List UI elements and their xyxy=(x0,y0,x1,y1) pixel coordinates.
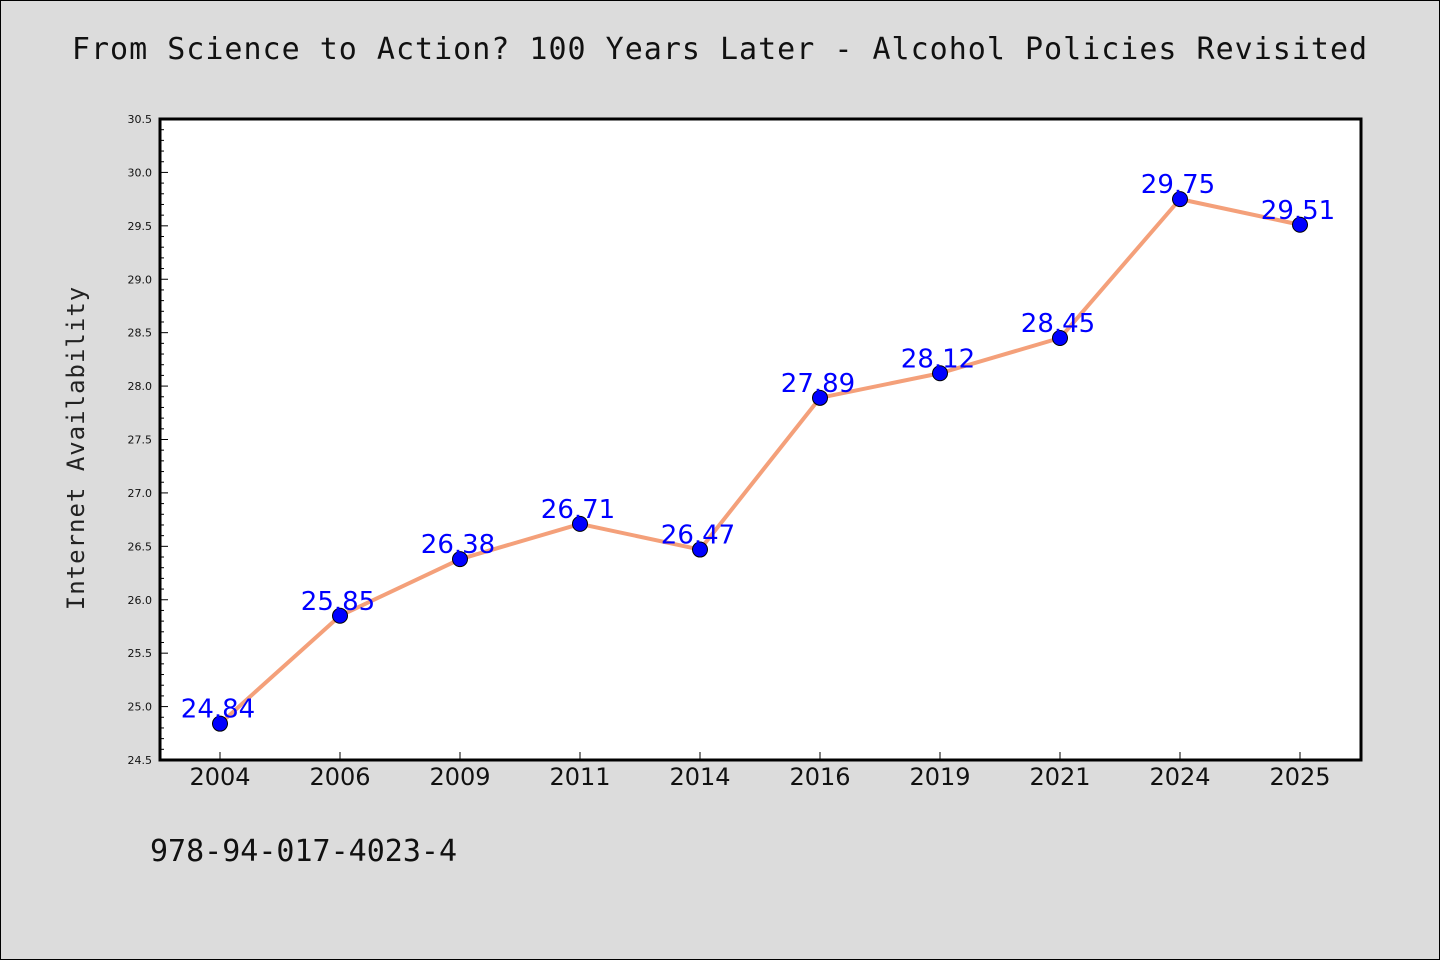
x-axis: 2004 2006 2009 2011 2014 2016 2019 2021 2024 2025 xyxy=(189,752,1331,791)
markers-group xyxy=(212,191,1308,732)
y-axis: 24.5 25.0 25.5 26.0 26.5 27.0 27.5 28.0 28.5 29.0… xyxy=(128,113,168,767)
x-tick-label: 2021 xyxy=(1029,763,1090,791)
data-point xyxy=(212,715,228,732)
x-tick-label: 2025 xyxy=(1269,763,1330,791)
data-labels-group: 24.84 25.85 26.38 26.71 26.47 27.89 28.12 28.45… xyxy=(181,170,1335,725)
y-tick-label: 30.0 xyxy=(128,166,153,179)
x-tick-label: 2016 xyxy=(789,763,850,791)
data-label: 26.71 xyxy=(541,495,615,525)
data-label: 29.51 xyxy=(1261,196,1335,226)
x-tick-label: 2009 xyxy=(429,763,490,791)
y-tick-label: 26.5 xyxy=(128,540,153,553)
data-point xyxy=(1052,330,1068,347)
y-tick-label: 25.5 xyxy=(128,647,153,660)
y-tick-label: 29.0 xyxy=(128,273,153,286)
data-point xyxy=(692,541,708,558)
series-line xyxy=(218,197,1301,726)
data-point xyxy=(452,551,468,568)
y-tick-label: 29.5 xyxy=(128,220,153,233)
data-point xyxy=(332,607,348,624)
data-point xyxy=(932,365,948,382)
chart-title: From Science to Action? 100 Years Later … xyxy=(71,32,1369,67)
x-tick-label: 2004 xyxy=(189,763,250,791)
y-tick-label: 27.0 xyxy=(128,487,153,500)
y-tick-label: 28.0 xyxy=(128,380,153,393)
y-tick-label: 27.5 xyxy=(128,434,153,447)
y-tick-label: 28.5 xyxy=(128,327,153,340)
data-label: 28.45 xyxy=(1021,309,1095,339)
x-tick-label: 2019 xyxy=(909,763,970,791)
data-point xyxy=(572,515,588,532)
data-point xyxy=(1172,191,1188,208)
x-tick-label: 2006 xyxy=(309,763,370,791)
data-label: 26.38 xyxy=(421,530,495,560)
x-tick-label: 2011 xyxy=(549,763,610,791)
data-label: 28.12 xyxy=(901,344,975,374)
data-point xyxy=(812,389,828,406)
y-tick-label: 26.0 xyxy=(128,594,153,607)
data-label: 24.84 xyxy=(181,695,255,725)
y-tick-label: 30.5 xyxy=(128,113,153,126)
data-point xyxy=(1292,216,1308,233)
y-tick-label: 25.0 xyxy=(128,701,153,714)
isbn-text: 978-94-017-4023-4 xyxy=(150,834,458,869)
x-tick-label: 2024 xyxy=(1149,763,1210,791)
y-tick-label: 24.5 xyxy=(128,754,153,767)
data-label: 27.89 xyxy=(781,369,855,399)
series-line-group xyxy=(218,197,1301,726)
plot-area xyxy=(158,117,1363,762)
data-label: 29.75 xyxy=(1141,170,1215,200)
data-label: 26.47 xyxy=(661,521,735,551)
data-label: 25.85 xyxy=(301,587,375,617)
x-tick-label: 2014 xyxy=(669,763,730,791)
